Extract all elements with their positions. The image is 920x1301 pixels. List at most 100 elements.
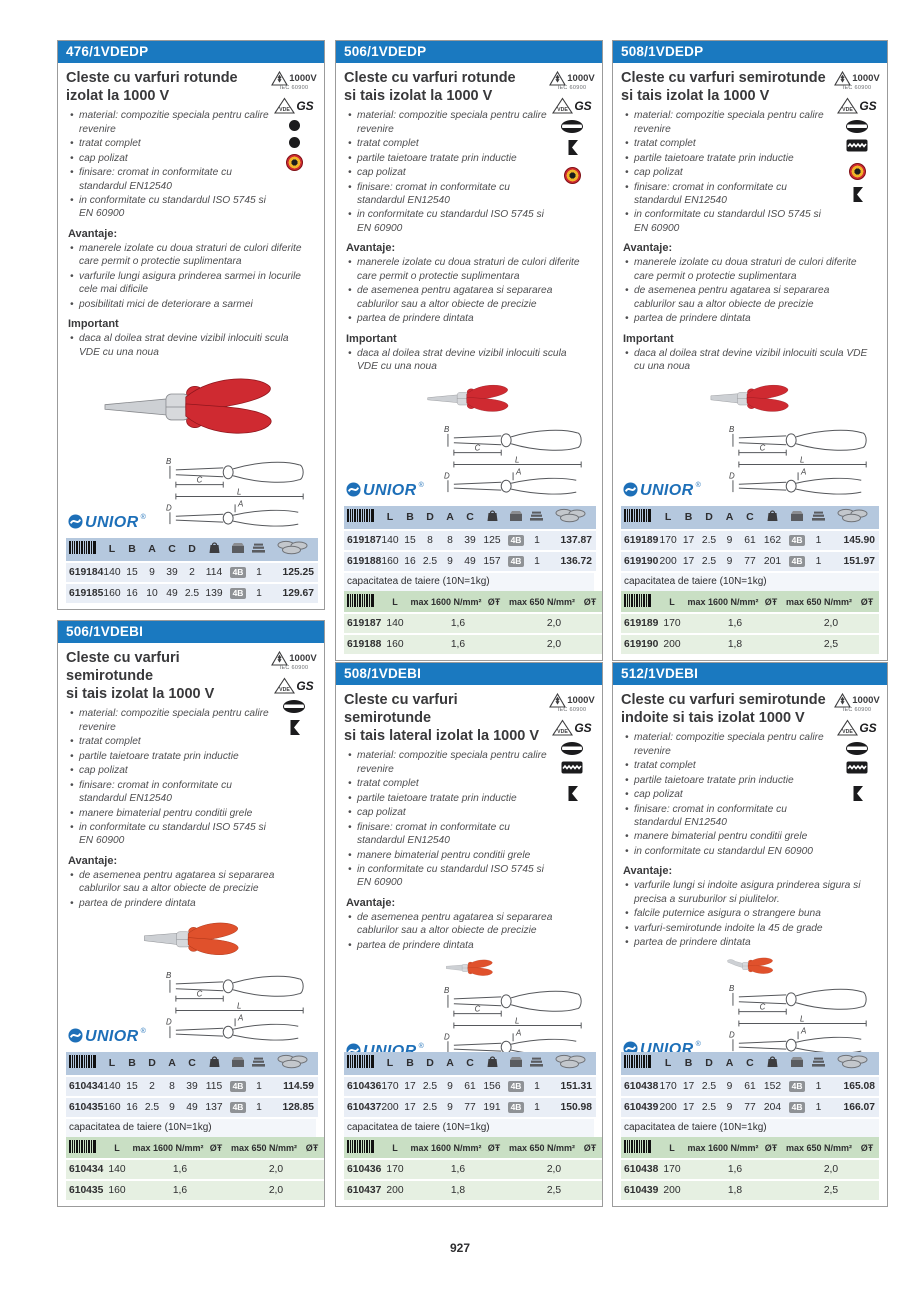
capacity-1600-cell: 1,6 (410, 633, 506, 654)
technical-drawing: B C L D A (166, 971, 304, 1041)
product-photo-pliers (426, 384, 508, 412)
dimension-column-header: A (440, 506, 460, 530)
article-number-cell: 619188 (344, 633, 381, 654)
barcode-icon (69, 1140, 96, 1153)
feature-list: material: compozitie speciala pentru cal… (66, 707, 316, 849)
feature-item: tratat complet (347, 777, 550, 791)
barcode-column-header (621, 591, 657, 613)
weight-cell: 115 (202, 1075, 226, 1097)
weight-cell: 114 (202, 561, 226, 583)
feature-item: partile taietoare tratate prin inductie (69, 750, 272, 764)
price-cell: 114.59 (268, 1075, 318, 1097)
dimension-cell: 61 (460, 1075, 480, 1097)
advantages-heading: Avantaje: (68, 854, 118, 867)
length-column-header: L (380, 1137, 410, 1159)
gs-mark-icon: GS (296, 98, 314, 113)
quantity-cell: 1 (528, 550, 546, 571)
unior-logo-text: UNIOR (640, 482, 694, 499)
spec-row: 619190 200 17 2.5 9 77 201 4B 1 151.97 (621, 550, 879, 571)
dimension-cell: 49 (162, 582, 182, 603)
dim-label: L (237, 488, 241, 497)
product-body: Cleste cu varfuri rotunde izolat la 1000 … (58, 63, 324, 609)
feature-item: cap polizat (624, 166, 835, 180)
dimension-column-header: D (420, 1052, 440, 1076)
dimension-cell: 39 (162, 561, 182, 583)
feature-item: cap polizat (69, 152, 272, 166)
unior-logo-mark (68, 1028, 83, 1043)
flat-tip-icon (846, 742, 868, 755)
dimension-cell: 9 (440, 1075, 460, 1097)
dimension-cell: 160 (380, 550, 400, 571)
svg-text:VDE: VDE (279, 687, 290, 693)
advantages-heading: Avantaje: (346, 242, 396, 255)
advantages-heading: Avantaje: (68, 227, 118, 240)
article-number-cell: 610438 (621, 1075, 658, 1097)
title-line: si tais lateral izolat la 1000 V (344, 728, 540, 745)
round-tip-icon (288, 137, 300, 148)
spec-table: L B A C D 619184 140 15 9 39 2 114 4B 1 125.25 619185 16… (66, 538, 318, 603)
package-icon (232, 542, 244, 553)
dimension-cell: 61 (739, 1075, 761, 1097)
dimension-cell: 2.5 (698, 1096, 720, 1117)
spec-row: 619184 140 15 9 39 2 114 4B 1 125.25 (66, 561, 318, 583)
weight-cell: 137 (202, 1096, 226, 1117)
dimension-column-header: C (460, 506, 480, 530)
advantage-item: varfuri-semirotunde indoite la 45 de gra… (624, 922, 871, 936)
title-line: Cleste cu varfuri rotunde (66, 70, 238, 86)
technical-drawing: B C L D A (444, 986, 582, 1056)
package-badge: 4B (507, 535, 525, 546)
serrated-jaws-icon (561, 761, 583, 779)
flat-oval-slot (846, 120, 868, 133)
cutting-row: 610434 140 1,6 2,0 (66, 1158, 324, 1180)
gs-mark-icon: GS (574, 98, 592, 113)
two-layer-insulation-icon (285, 154, 303, 171)
feature-item: material: compozitie speciala pentru cal… (69, 109, 272, 136)
package-cell: 4B (784, 529, 810, 551)
cutting-row: 610439 200 1,8 2,5 (621, 1179, 879, 1200)
length-cell: 160 (102, 1179, 132, 1200)
feature-item: finisare: cromat in conformitate cu stan… (624, 181, 835, 208)
dim-label: B (166, 971, 171, 980)
dimension-cell: 9 (719, 550, 740, 571)
barcode-column-header (621, 1137, 657, 1159)
advantages-heading: Avantaje: (623, 242, 673, 255)
price-coins-icon (277, 1054, 308, 1069)
svg-text:VDE: VDE (842, 729, 853, 735)
dimension-cell: 77 (460, 1096, 480, 1117)
feature-item: finisare: cromat in conformitate cu stan… (347, 821, 550, 848)
quantity-cell: 1 (528, 529, 546, 551)
technical-drawing: B C L D A (729, 425, 867, 495)
flat-oval-slot (561, 120, 583, 133)
product-title: Cleste cu varfuri rotunde si tais izolat … (344, 69, 594, 105)
product-code-header: 508/1VDEDP (613, 41, 887, 63)
dimension-cell: 160 (102, 582, 122, 603)
quantity-cell: 1 (809, 1096, 828, 1117)
feature-item: finisare: cromat in conformitate cu stan… (69, 166, 272, 193)
package-cell: 4B (784, 1075, 810, 1097)
package-cell: 4B (784, 550, 810, 571)
dimension-column-header: A (719, 506, 740, 530)
dimension-cell: 170 (657, 529, 679, 551)
pack-quantity-icon (530, 511, 543, 521)
dim-label: B (444, 425, 449, 434)
dim-label: D (729, 471, 735, 480)
triangle-arrow-icon (549, 71, 567, 86)
spec-table-body: 610438 170 17 2.5 9 61 152 4B 1 165.08 610439 200 17… (621, 1075, 879, 1117)
product-code: 512/1VDEBI (621, 666, 699, 681)
barcode-icon (69, 1055, 96, 1068)
dim-label: D (444, 1033, 450, 1042)
package-column-header (784, 506, 810, 530)
dimension-cell: 17 (400, 1096, 420, 1117)
feature-item: partile taietoare tratate prin inductie (347, 152, 550, 166)
dim-label: L (800, 1014, 804, 1023)
feature-item: manere bimaterial pentru conditii grele (347, 849, 550, 863)
dim-label: A (237, 1013, 243, 1022)
package-column-header (226, 538, 250, 562)
unior-logo-mark (623, 1041, 638, 1056)
product-code: 506/1VDEDP (344, 44, 427, 59)
